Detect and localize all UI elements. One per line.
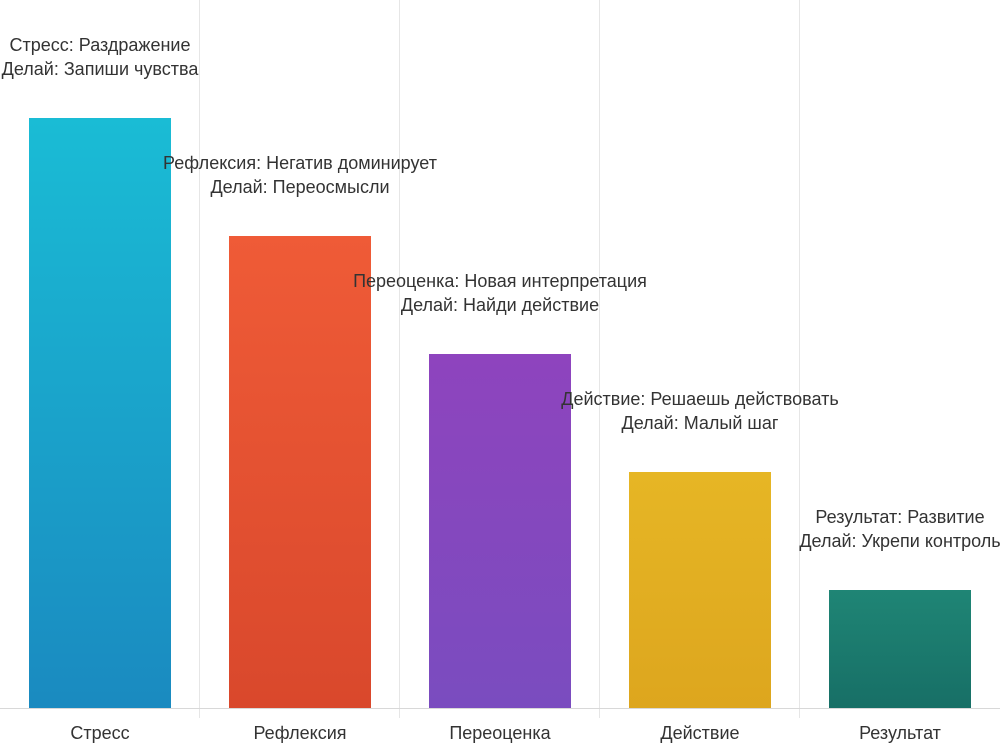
bar-5 (829, 590, 971, 708)
bar-1 (29, 118, 171, 708)
x-tick-label-4: Действие (660, 723, 739, 743)
bar-annotation-line1-4: Действие: Решаешь действовать (561, 389, 838, 409)
bar-annotation-line2-3: Делай: Найди действие (401, 295, 599, 315)
bar-annotation-line2-1: Делай: Запиши чувства (2, 59, 200, 79)
bars (29, 118, 971, 708)
bar-annotations: Стресс: Раздражение Делай: Запиши чувства… (2, 35, 1000, 551)
bar-3 (429, 354, 571, 708)
bar-2 (229, 236, 371, 708)
bar-annotation-line2-2: Делай: Переосмысли (210, 177, 389, 197)
bar-annotation-line2-5: Делай: Укрепи контроль (799, 531, 1000, 551)
bar-annotation-line2-4: Делай: Малый шаг (622, 413, 779, 433)
bar-annotation-line1-5: Результат: Развитие (815, 507, 984, 527)
bar-4 (629, 472, 771, 708)
bar-annotation-line1-2: Рефлексия: Негатив доминирует (163, 153, 437, 173)
x-tick-label-3: Переоценка (449, 723, 551, 743)
x-axis-tick-labels: Стресс Рефлексия Переоценка Действие Результ… (70, 723, 941, 743)
x-tick-label-5: Результат (859, 723, 941, 743)
x-tick-label-2: Рефлексия (253, 723, 346, 743)
x-tick-label-1: Стресс (70, 723, 129, 743)
bar-annotation-line1-3: Переоценка: Новая интерпретация (353, 271, 647, 291)
grid-lines (0, 0, 1000, 718)
bar-annotation-line1-1: Стресс: Раздражение (10, 35, 191, 55)
